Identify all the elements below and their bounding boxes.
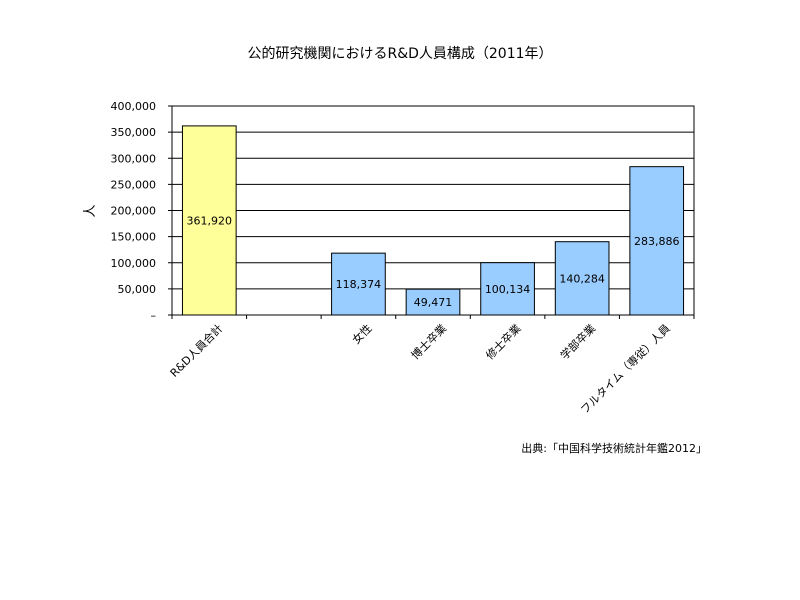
source-note: 出典:「中国科学技術統計年鑑2012」 [521, 441, 707, 455]
data-label: 283,886 [634, 235, 680, 248]
plot-area-border [171, 105, 695, 316]
bar [629, 166, 685, 316]
data-label: 361,920 [187, 214, 233, 227]
bar [181, 125, 237, 316]
y-tick-label: 200,000 [111, 205, 157, 218]
bar [554, 241, 610, 316]
y-tick-label: 350,000 [111, 126, 157, 139]
bar [405, 288, 461, 316]
data-label: 100,134 [485, 283, 531, 296]
x-category-label: 学部卒業 [557, 321, 598, 362]
y-tick-label: 300,000 [111, 152, 157, 165]
x-category-label: R&D人員合計 [167, 321, 225, 379]
x-category-label: 博士卒業 [408, 321, 449, 362]
bars [181, 125, 685, 316]
chart-title: 公的研究機関におけるR&D人員構成（2011年） [247, 46, 552, 62]
y-tick-label: 50,000 [118, 283, 157, 296]
y-tick-label: 150,000 [111, 231, 157, 244]
y-tick-label: – [151, 309, 157, 322]
data-label: 49,471 [414, 296, 453, 309]
data-label: 140,284 [559, 272, 605, 285]
data-label: 118,374 [336, 278, 382, 291]
x-category-label: 女性 [349, 321, 374, 346]
gridlines [172, 105, 694, 290]
axes [168, 105, 695, 319]
y-tick-labels: – 50,000 100,000 150,000 200,000 250,000 300,0… [111, 100, 157, 322]
y-tick-label: 400,000 [111, 100, 157, 113]
y-axis-label: 人 [83, 204, 98, 217]
data-labels: 361,920 118,374 49,471 100,134 140,284 283,88… [187, 214, 680, 309]
x-category-label: 修士卒業 [483, 321, 524, 362]
y-tick-label: 100,000 [111, 257, 157, 270]
y-tick-label: 250,000 [111, 178, 157, 191]
bar [480, 262, 535, 316]
